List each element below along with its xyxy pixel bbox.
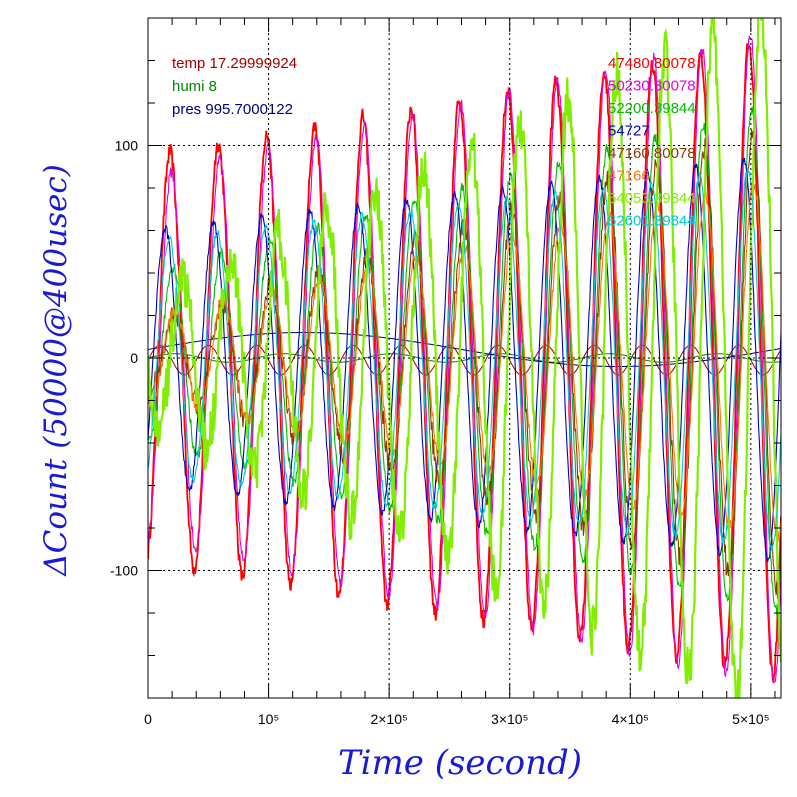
legend-entry: 52200.39844 — [608, 100, 696, 117]
x-tick-label: 10⁵ — [258, 711, 279, 727]
x-tick-label: 2×10⁵ — [370, 711, 407, 727]
legend-entry: 54053.39844 — [608, 190, 696, 207]
legend-entry: 50230.30078 — [608, 78, 696, 95]
grid — [148, 18, 781, 698]
legend-entry: 47160.80078 — [608, 145, 696, 162]
x-tick-label: 5×10⁵ — [732, 711, 769, 727]
info-block: temp 17.29999924 humi 8 pres 995.7000122 — [172, 55, 297, 118]
series-line-2 — [148, 106, 781, 616]
legend-entry: 47166 — [608, 168, 650, 185]
tick-labels: 0 10⁵ 2×10⁵ 3×10⁵ 4×10⁵ 5×10⁵ 100 0 -100 — [110, 138, 770, 728]
env-line-temp — [148, 344, 781, 376]
series-line-1 — [148, 35, 781, 685]
series-line-6 — [148, 18, 781, 698]
x-axis-title: Time (second) — [338, 743, 582, 783]
y-tick-label: -100 — [110, 563, 138, 579]
y-tick-label: 0 — [130, 350, 138, 366]
info-line: temp 17.29999924 — [172, 55, 297, 72]
y-axis-title: ΔCount (50000@400usec) — [38, 164, 74, 577]
env-line-pres — [148, 332, 781, 367]
plot-area — [148, 18, 781, 698]
x-tick-label: 0 — [144, 711, 152, 727]
series-line-7 — [148, 167, 781, 552]
legend-entry: 52601.39844 — [608, 213, 696, 230]
x-tick-label: 3×10⁵ — [491, 711, 528, 727]
axis-ticks — [147, 17, 781, 699]
x-tick-label: 4×10⁵ — [612, 711, 649, 727]
info-line: pres 995.7000122 — [172, 101, 293, 118]
y-tick-label: 100 — [115, 138, 139, 154]
info-line: humi 8 — [172, 78, 217, 95]
legend: 47480.80078 50230.30078 52200.39844 54727 47… — [608, 55, 696, 230]
legend-entry: 54727 — [608, 123, 650, 140]
legend-entry: 47480.80078 — [608, 55, 696, 72]
